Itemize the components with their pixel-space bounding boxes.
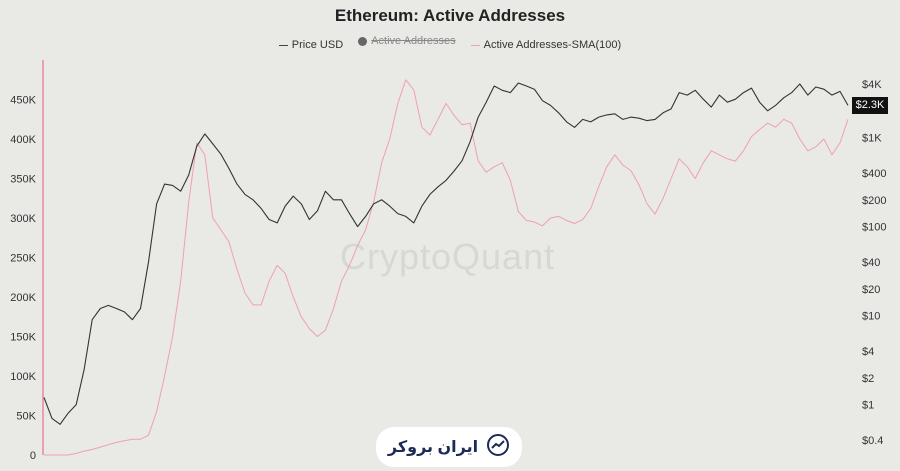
right-tick-label: $4K bbox=[862, 79, 882, 91]
left-tick-label: 400K bbox=[10, 134, 36, 146]
legend-swatch-sma bbox=[470, 44, 480, 46]
left-tick-label: 200K bbox=[10, 292, 36, 304]
legend-swatch-active-addresses bbox=[358, 36, 368, 46]
right-tick-label: $1 bbox=[862, 400, 874, 412]
right-tick-label: $0.4 bbox=[862, 435, 883, 447]
legend-label-active-addresses: Active Addresses bbox=[371, 35, 456, 47]
left-tick-label: 450K bbox=[10, 95, 36, 107]
current-price-tag: $2.3K bbox=[852, 97, 888, 114]
left-tick-label: 0 bbox=[30, 450, 36, 462]
left-tick-label: 100K bbox=[10, 371, 36, 383]
price-usd-line bbox=[43, 82, 849, 425]
right-axis: $0.4 $1 $2 $4 $10 $20 $40 $100 $200 $400 $1K $4K bbox=[862, 79, 886, 447]
right-tick-label: $100 bbox=[862, 222, 886, 234]
right-tick-label: $200 bbox=[862, 195, 886, 207]
left-axis: 0 50K 100K 150K 200K 250K 300K 350K 400K 450K bbox=[10, 95, 36, 463]
legend-item-sma[interactable]: Active Addresses-SMA(100) bbox=[470, 39, 622, 51]
series-layer bbox=[43, 79, 849, 456]
left-tick-label: 300K bbox=[10, 213, 36, 225]
left-tick-label: 350K bbox=[10, 174, 36, 186]
right-tick-label: $1K bbox=[862, 133, 882, 145]
left-tick-label: 50K bbox=[16, 411, 36, 423]
legend-swatch-price bbox=[278, 44, 288, 46]
legend-label-sma: Active Addresses-SMA(100) bbox=[483, 39, 622, 51]
legend-label-price: Price USD bbox=[291, 39, 344, 51]
chart-legend: Price USD Active Addresses Active Addres… bbox=[0, 35, 900, 51]
right-tick-label: $4 bbox=[862, 346, 874, 358]
brand-logo-text: ایران بروکر bbox=[387, 439, 479, 456]
left-tick-label: 150K bbox=[10, 332, 36, 344]
active-addresses-sma-line bbox=[44, 79, 849, 456]
legend-item-price[interactable]: Price USD bbox=[278, 39, 344, 51]
right-tick-label: $40 bbox=[862, 257, 880, 269]
right-tick-label: $2 bbox=[862, 373, 874, 385]
left-tick-label: 250K bbox=[10, 253, 36, 265]
legend-item-active-addresses[interactable]: Active Addresses bbox=[358, 35, 456, 47]
right-tick-label: $10 bbox=[862, 311, 880, 323]
brand-logo: ایران بروکر bbox=[376, 427, 522, 467]
right-tick-label: $400 bbox=[862, 168, 886, 180]
right-tick-label: $20 bbox=[862, 284, 880, 296]
watermark: CryptoQuant bbox=[340, 236, 556, 277]
chart-trend-icon bbox=[486, 433, 510, 462]
chart-title: Ethereum: Active Addresses bbox=[334, 6, 566, 25]
